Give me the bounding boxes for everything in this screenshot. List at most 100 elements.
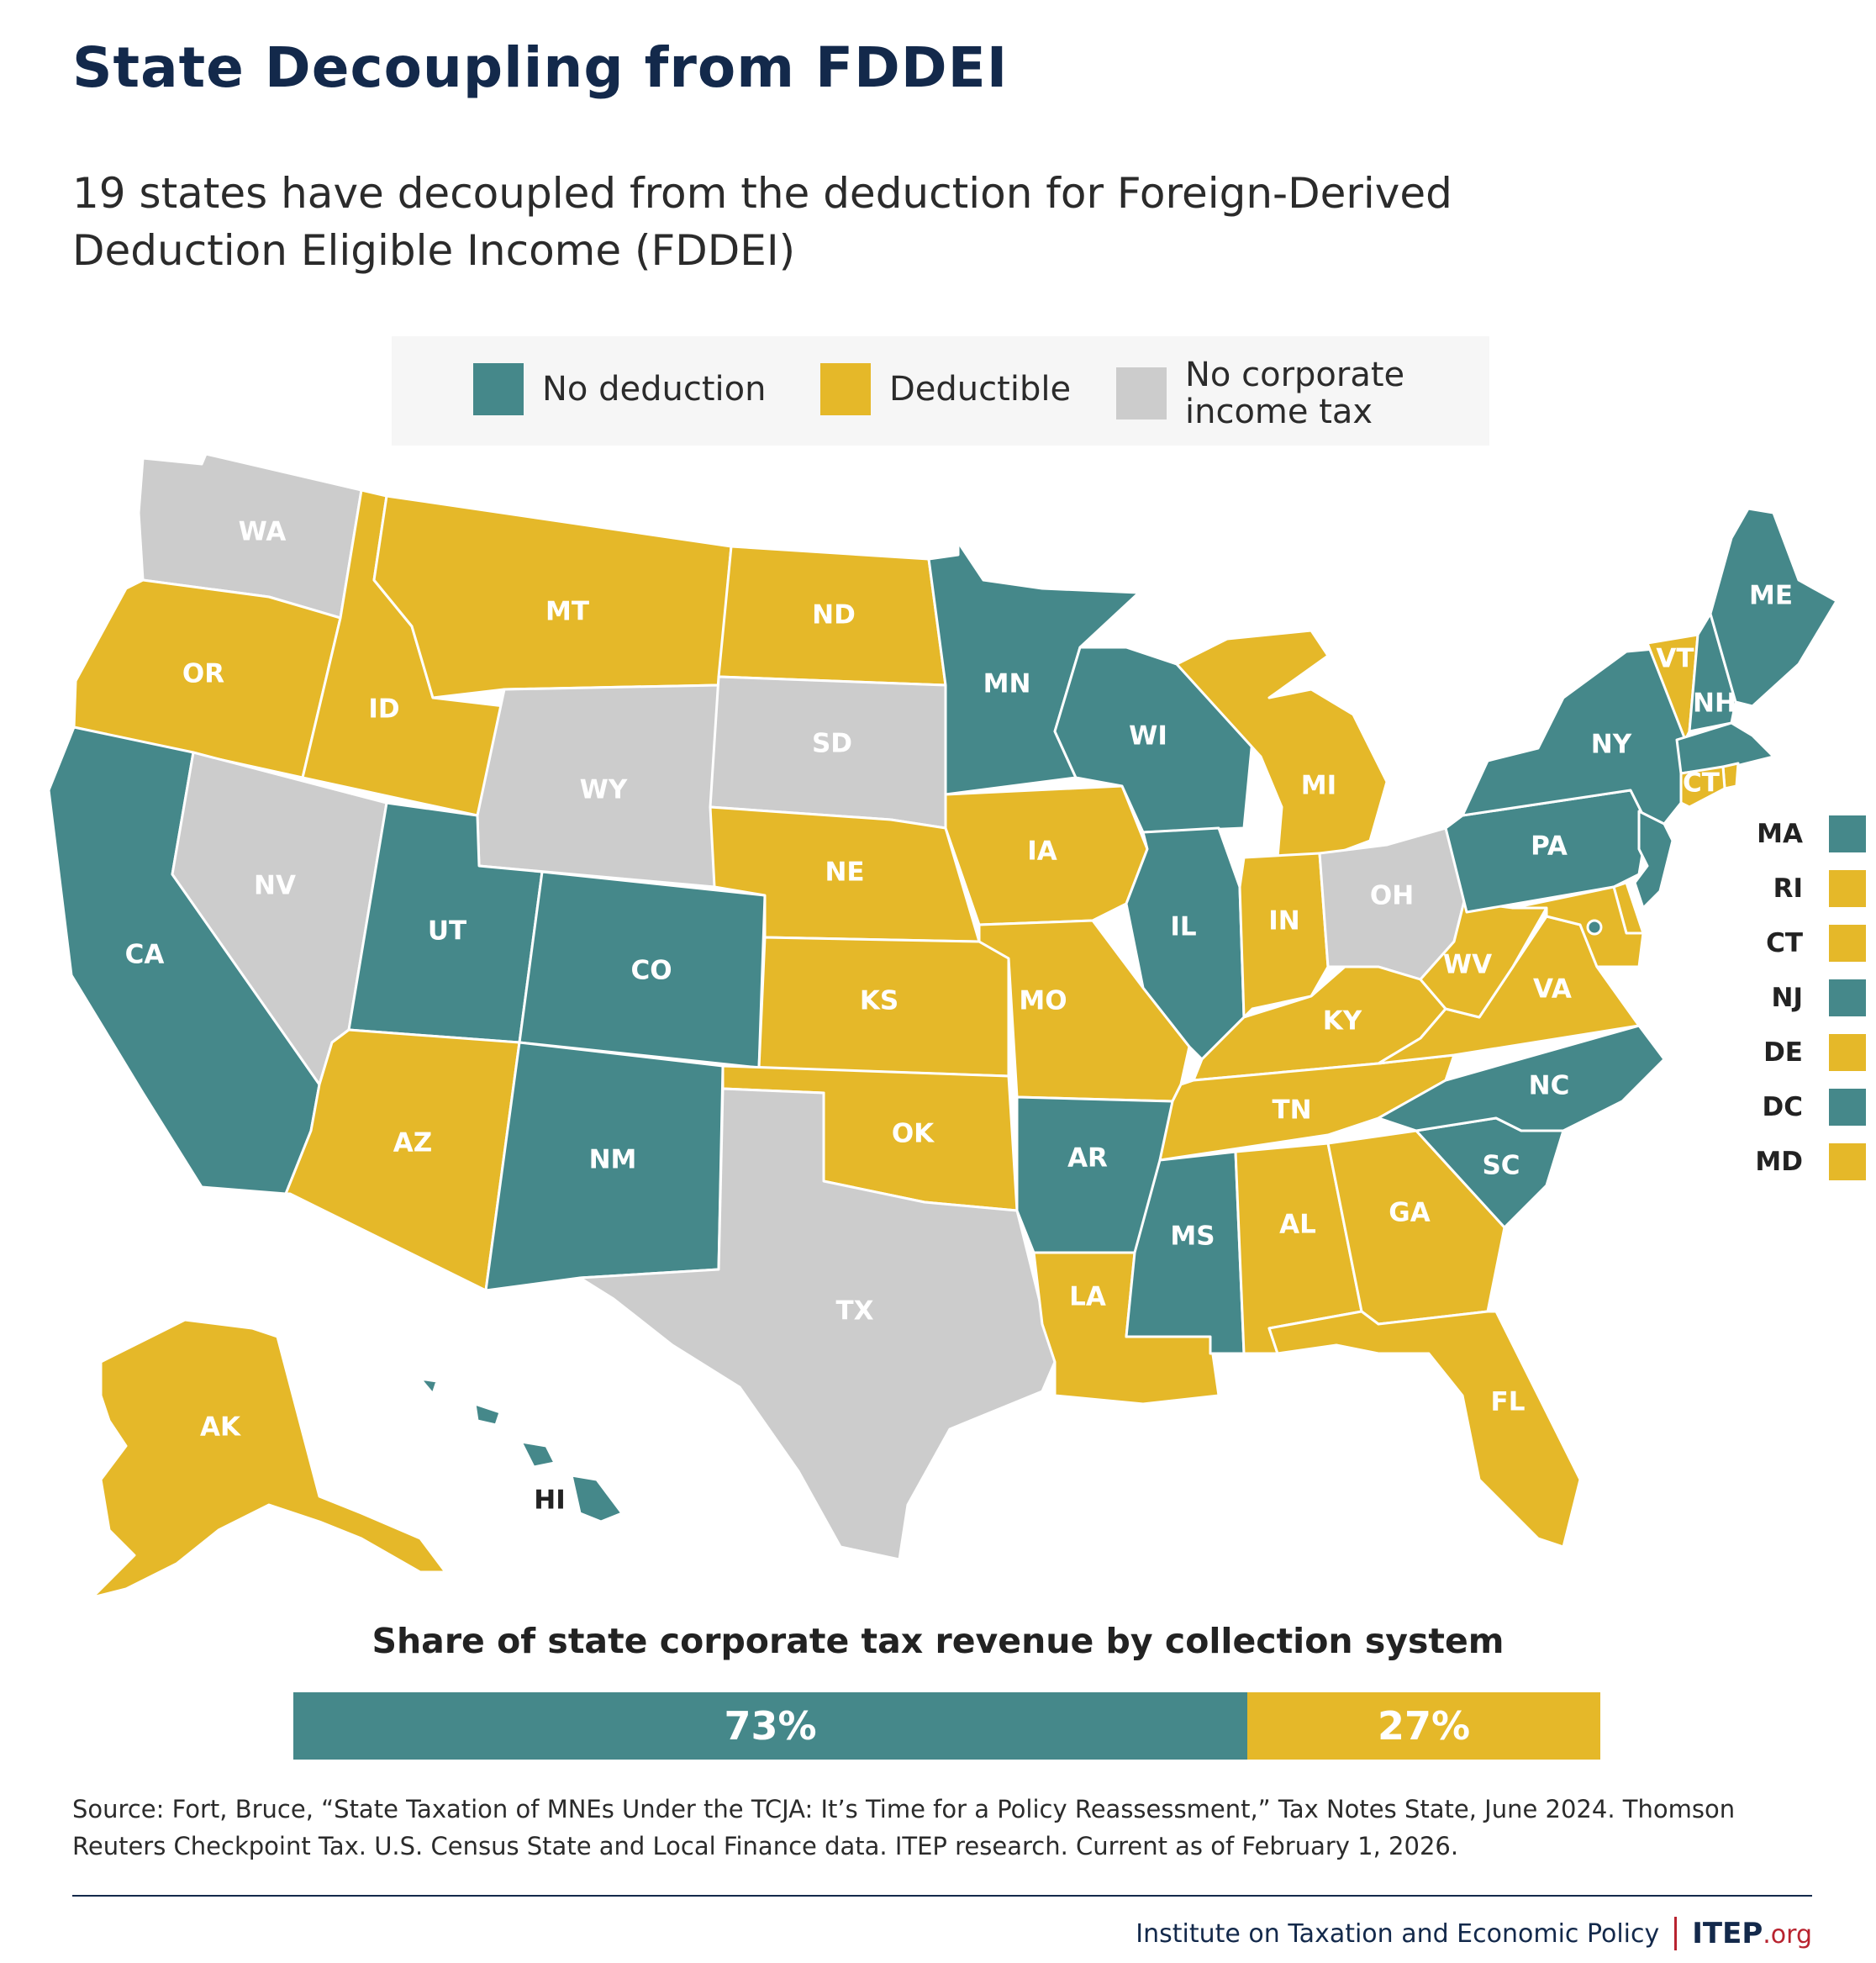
state-mi[interactable] — [1175, 629, 1389, 859]
legend-item-deductible: Deductible — [820, 363, 1071, 415]
state-label-tx: TX — [835, 1296, 873, 1327]
state-label-mt: MT — [545, 597, 589, 627]
state-label-sd: SD — [812, 729, 852, 759]
legend-swatch-no-deduction — [473, 363, 524, 415]
state-label-ne: NE — [825, 857, 864, 888]
state-label-la: LA — [1069, 1282, 1106, 1312]
state-label-il: IL — [1170, 912, 1196, 942]
state-label-nc: NC — [1529, 1071, 1570, 1101]
state-label-or: OR — [182, 659, 224, 689]
state-label-hi: HI — [534, 1485, 565, 1516]
state-nc[interactable] — [1377, 1024, 1666, 1132]
state-nj[interactable] — [1633, 810, 1674, 910]
state-label-ny: NY — [1591, 730, 1632, 760]
state-label-vt: VT — [1656, 644, 1694, 674]
bar-segment-deductible: 27% — [1247, 1692, 1600, 1760]
small-state-dc: DC — [1715, 1089, 1866, 1126]
state-ny[interactable] — [1461, 646, 1691, 826]
state-il[interactable] — [1125, 826, 1246, 1061]
state-label-az: AZ — [393, 1128, 432, 1158]
state-label-ca: CA — [125, 940, 165, 970]
small-state-ma: MA — [1715, 815, 1866, 852]
itep-logo[interactable]: ITEP.org — [1692, 1917, 1812, 1950]
state-label-ky: KY — [1323, 1006, 1362, 1037]
legend-label-no-corporate-tax: No corporate income tax — [1185, 356, 1405, 431]
small-state-swatch — [1829, 1143, 1866, 1180]
state-tx[interactable] — [578, 1087, 1057, 1561]
state-label-fl: FL — [1491, 1387, 1526, 1417]
legend: No deduction Deductible No corporate inc… — [392, 336, 1489, 446]
small-state-ct: CT — [1715, 925, 1866, 962]
small-state-label: MD — [1755, 1147, 1803, 1177]
state-label-ar: AR — [1067, 1143, 1108, 1174]
state-label-pa: PA — [1531, 831, 1568, 862]
state-label-wa: WA — [239, 517, 287, 547]
state-label-ga: GA — [1389, 1198, 1430, 1228]
state-label-ct: CT — [1683, 768, 1720, 799]
state-label-mo: MO — [1019, 986, 1067, 1016]
state-me[interactable] — [1709, 507, 1838, 708]
state-label-me: ME — [1749, 581, 1793, 611]
small-state-swatch — [1829, 1089, 1866, 1126]
state-label-wi: WI — [1129, 721, 1167, 752]
footer-rule — [72, 1895, 1812, 1897]
state-md[interactable] — [1511, 885, 1645, 968]
state-label-tn: TN — [1272, 1095, 1311, 1126]
chart-subtitle: 19 states have decoupled from the deduct… — [72, 169, 1452, 275]
state-label-va: VA — [1533, 974, 1572, 1005]
small-state-swatch — [1829, 1034, 1866, 1071]
state-label-ia: IA — [1027, 836, 1057, 867]
bar-title: Share of state corporate tax revenue by … — [372, 1621, 1504, 1661]
state-label-ut: UT — [428, 916, 466, 947]
source-note: Source: Fort, Bruce, “State Taxation of … — [72, 1795, 1736, 1860]
state-ks[interactable] — [757, 936, 1010, 1078]
small-state-md: MD — [1715, 1143, 1866, 1180]
small-state-swatch — [1829, 870, 1866, 907]
state-label-wy: WY — [580, 775, 628, 805]
state-label-mi: MI — [1301, 771, 1336, 801]
state-label-nd: ND — [812, 600, 856, 631]
state-label-nm: NM — [589, 1145, 637, 1175]
small-state-label: DE — [1763, 1037, 1803, 1068]
state-fl[interactable] — [1267, 1310, 1582, 1549]
small-state-swatch — [1829, 925, 1866, 962]
state-label-nh: NH — [1693, 689, 1736, 719]
small-state-swatch — [1829, 979, 1866, 1016]
state-labels: WA OR CA NV ID MT WY UT AZ CO NM ND SD N… — [125, 517, 1793, 1516]
state-label-id: ID — [368, 694, 399, 725]
bar-segment-no-deduction: 73% — [293, 1692, 1248, 1760]
small-state-label: RI — [1773, 873, 1803, 904]
legend-swatch-deductible — [820, 363, 871, 415]
small-state-label: CT — [1766, 928, 1803, 958]
state-dc[interactable] — [1586, 919, 1603, 936]
state-label-ak: AK — [200, 1412, 241, 1443]
footer-separator — [1674, 1917, 1678, 1950]
state-label-oh: OH — [1370, 881, 1414, 911]
state-shapes — [47, 454, 1838, 1599]
state-ak[interactable] — [91, 1318, 447, 1599]
state-label-al: AL — [1279, 1210, 1316, 1240]
state-nh[interactable] — [1688, 612, 1737, 733]
legend-item-no-deduction: No deduction — [473, 363, 766, 415]
chart-title: State Decoupling from FDDEI — [72, 35, 1009, 100]
state-label-co: CO — [630, 956, 672, 986]
small-state-label: MA — [1757, 819, 1803, 849]
small-state-ri: RI — [1715, 870, 1866, 907]
small-state-label: NJ — [1771, 983, 1803, 1013]
state-mn[interactable] — [927, 541, 1141, 796]
state-label-mn: MN — [983, 669, 1031, 699]
revenue-share-bar: 73% 27% — [293, 1692, 1600, 1760]
logo-suffix: .org — [1763, 1920, 1812, 1950]
state-label-ks: KS — [860, 986, 898, 1016]
state-ct[interactable] — [1679, 765, 1726, 809]
small-state-label: DC — [1762, 1092, 1803, 1122]
state-label-in: IN — [1268, 906, 1299, 937]
legend-item-no-corporate-tax: No corporate income tax — [1116, 356, 1437, 430]
small-state-swatch — [1829, 815, 1866, 852]
us-state-map: WA OR CA NV ID MT WY UT AZ CO NM ND SD N… — [47, 454, 1838, 1599]
small-state-nj: NJ — [1715, 979, 1866, 1016]
legend-label-deductible: Deductible — [889, 370, 1072, 409]
legend-swatch-no-corporate-tax — [1116, 367, 1167, 420]
state-label-sc: SC — [1482, 1151, 1520, 1181]
state-hi[interactable] — [419, 1377, 624, 1523]
